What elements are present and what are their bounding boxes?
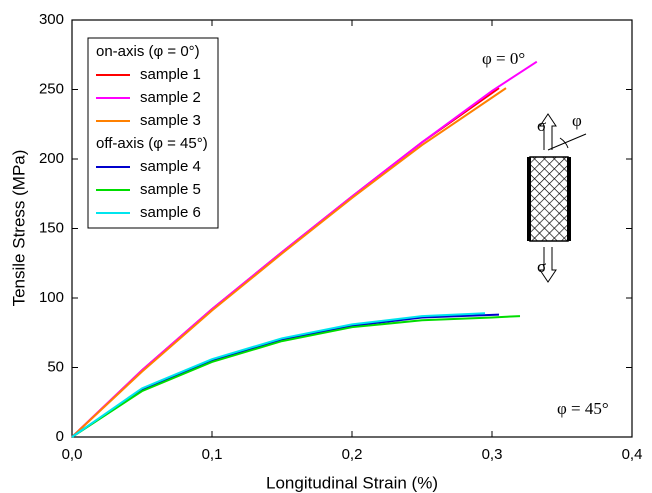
- annotation: σ: [537, 116, 546, 135]
- series-line: [71, 60, 538, 438]
- series-line: [71, 312, 486, 438]
- x-tick-label: 0,0: [62, 446, 83, 463]
- annotation: σ: [537, 257, 546, 276]
- annotation: φ: [572, 111, 582, 130]
- legend-label: sample 3: [140, 112, 201, 129]
- y-tick-label: 300: [39, 11, 64, 28]
- legend-label: sample 2: [140, 89, 201, 106]
- legend-label: sample 5: [140, 181, 201, 198]
- y-tick-label: 250: [39, 80, 64, 97]
- specimen-diagram: [527, 113, 587, 283]
- series-line: [71, 313, 500, 438]
- x-tick-label: 0,4: [622, 446, 643, 463]
- plot-frame: [71, 19, 633, 438]
- legend-label: sample 6: [140, 204, 201, 221]
- series-line: [71, 87, 507, 438]
- y-tick-label: 100: [39, 289, 64, 306]
- legend-label: sample 4: [140, 158, 201, 175]
- legend-heading: off-axis (φ = 45°): [96, 135, 208, 152]
- y-tick-label: 50: [47, 358, 64, 375]
- series-line: [71, 315, 521, 438]
- x-tick-label: 0,2: [342, 446, 363, 463]
- y-tick-label: 0: [56, 428, 64, 445]
- annotation: φ = 0°: [482, 49, 525, 68]
- x-tick-label: 0,1: [202, 446, 223, 463]
- legend-heading: on-axis (φ = 0°): [96, 43, 200, 60]
- y-tick-label: 150: [39, 219, 64, 236]
- x-axis-label: Longitudinal Strain (%): [266, 473, 438, 492]
- legend-box: [87, 37, 219, 229]
- legend-label: sample 1: [140, 66, 201, 83]
- y-axis-label: Tensile Stress (MPa): [9, 150, 28, 307]
- y-tick-label: 200: [39, 150, 64, 167]
- x-tick-label: 0,3: [482, 446, 503, 463]
- annotation: φ = 45°: [557, 399, 609, 418]
